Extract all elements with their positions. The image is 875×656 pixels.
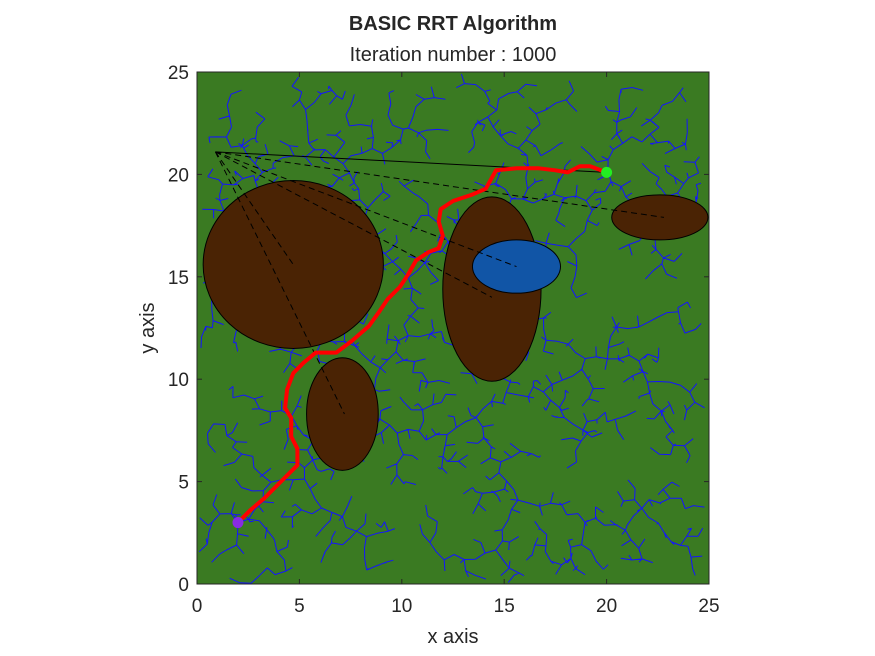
x-tick-label: 10 [391, 596, 412, 617]
y-axis-label: y axis [137, 302, 159, 353]
chart-title: BASIC RRT Algorithm [349, 13, 557, 35]
obstacle-4 [611, 194, 709, 241]
y-tick-label: 25 [168, 63, 189, 84]
sensor-ray-2 [215, 151, 665, 218]
x-tick-label: 25 [698, 596, 719, 617]
sensor-ray-3 [215, 151, 517, 268]
sensor-ray-6 [214, 151, 345, 415]
x-tick-label: 0 [192, 596, 203, 617]
start-marker [232, 517, 244, 529]
y-tick-label: 10 [168, 370, 189, 391]
obstacle-1 [202, 180, 384, 349]
sensor-ray-5 [215, 151, 294, 265]
y-tick-label: 5 [178, 473, 189, 494]
x-tick-label: 20 [596, 596, 617, 617]
y-axis: 0 5 10 15 20 25 [168, 63, 709, 596]
chart-subtitle: Iteration number : 1000 [350, 44, 557, 66]
sensor-ray-4 [215, 151, 493, 298]
x-axis-label: x axis [427, 626, 478, 648]
x-tick-label: 5 [294, 596, 305, 617]
obstacle-3 [306, 357, 379, 471]
x-axis: 0 5 10 15 20 25 [192, 72, 720, 617]
markers [232, 166, 613, 529]
path-layer [236, 164, 609, 525]
x-tick-label: 15 [494, 596, 515, 617]
goal-marker [601, 166, 613, 178]
y-tick-label: 15 [168, 268, 189, 289]
y-tick-label: 0 [178, 575, 189, 596]
plot-frame [196, 71, 710, 585]
y-tick-label: 20 [168, 165, 189, 186]
rrt-path [236, 164, 609, 525]
